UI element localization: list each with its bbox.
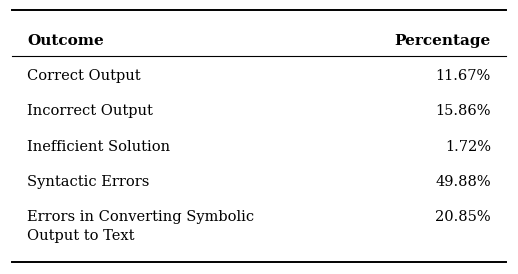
- Text: Inefficient Solution: Inefficient Solution: [27, 140, 170, 154]
- Text: Incorrect Output: Incorrect Output: [27, 104, 153, 118]
- Text: Errors in Converting Symbolic
Output to Text: Errors in Converting Symbolic Output to …: [27, 210, 254, 243]
- Text: 15.86%: 15.86%: [435, 104, 491, 118]
- Text: 20.85%: 20.85%: [435, 210, 491, 224]
- Text: Outcome: Outcome: [27, 34, 104, 48]
- Text: Percentage: Percentage: [395, 34, 491, 48]
- Text: Syntactic Errors: Syntactic Errors: [27, 175, 150, 189]
- Text: 49.88%: 49.88%: [435, 175, 491, 189]
- Text: 1.72%: 1.72%: [445, 140, 491, 154]
- Text: Correct Output: Correct Output: [27, 69, 141, 83]
- Text: 11.67%: 11.67%: [436, 69, 491, 83]
